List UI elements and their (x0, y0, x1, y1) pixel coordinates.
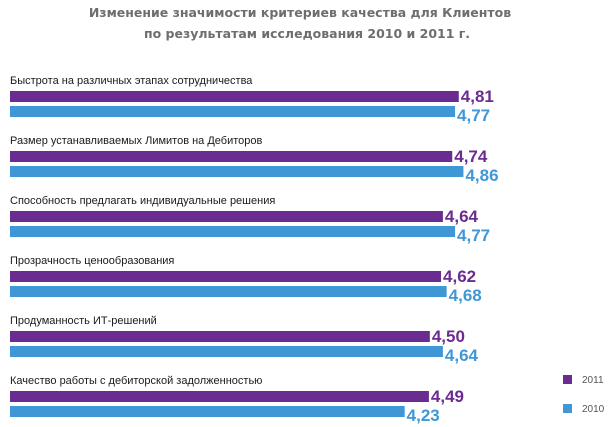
data-label-2010: 4,64 (445, 346, 479, 365)
bar-2011 (10, 151, 453, 162)
data-label-2010: 4,23 (407, 406, 440, 425)
chart-subtitle: по результатам исследования 2010 и 2011 … (144, 26, 470, 41)
data-label-2011: 4,81 (461, 87, 494, 106)
data-label-2010: 4,77 (457, 106, 490, 125)
data-label-2011: 4,64 (445, 207, 479, 226)
bar-2011 (10, 331, 430, 342)
legend-swatch-2010 (563, 404, 572, 413)
data-label-2010: 4,68 (449, 286, 482, 305)
bar-2010 (10, 106, 456, 117)
legend-label-2011: 2011 (582, 375, 604, 386)
category-label: Продуманность ИТ-решений (10, 315, 157, 327)
bar-2011 (10, 211, 443, 222)
category-label: Качество работы с дебиторской задолженно… (10, 375, 262, 387)
legend-label-2010: 2010 (582, 404, 605, 415)
data-label-2011: 4,49 (431, 387, 464, 406)
bar-2011 (10, 271, 442, 282)
category-label: Быстрота на различных этапах сотрудничес… (10, 75, 253, 87)
bar-2011 (10, 391, 429, 402)
category-label: Прозрачность ценообразования (10, 255, 174, 267)
bar-2010 (10, 406, 405, 417)
bar-2010 (10, 226, 456, 237)
data-label-2011: 4,62 (443, 267, 476, 286)
category-label: Размер устанавливаемых Лимитов на Дебито… (10, 135, 263, 147)
legend: 2011 2010 (563, 375, 605, 415)
plot-area: Быстрота на различных этапах сотрудничес… (10, 75, 499, 425)
bar-2010 (10, 166, 464, 177)
category-label: Способность предлагать индивидуальные ре… (10, 195, 275, 207)
data-label-2010: 4,86 (465, 166, 498, 185)
data-label-2011: 4,50 (432, 327, 465, 346)
legend-swatch-2011 (563, 375, 572, 384)
bar-2010 (10, 286, 447, 297)
data-label-2010: 4,77 (457, 226, 490, 245)
data-label-2011: 4,74 (454, 147, 488, 166)
bar-2010 (10, 346, 443, 357)
bar-2011 (10, 91, 459, 102)
chart-title: Изменение значимости критериев качества … (89, 5, 511, 20)
